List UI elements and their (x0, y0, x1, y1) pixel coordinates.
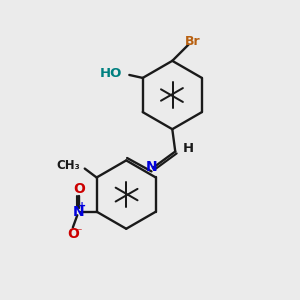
Text: CH₃: CH₃ (56, 159, 80, 172)
Text: O: O (73, 182, 85, 197)
Text: N: N (146, 160, 157, 174)
Text: ⁻: ⁻ (76, 226, 82, 239)
Text: HO: HO (100, 67, 122, 80)
Text: +: + (78, 201, 86, 211)
Text: N: N (73, 205, 85, 219)
Text: Br: Br (185, 35, 201, 48)
Text: O: O (67, 227, 79, 241)
Text: H: H (183, 142, 194, 155)
